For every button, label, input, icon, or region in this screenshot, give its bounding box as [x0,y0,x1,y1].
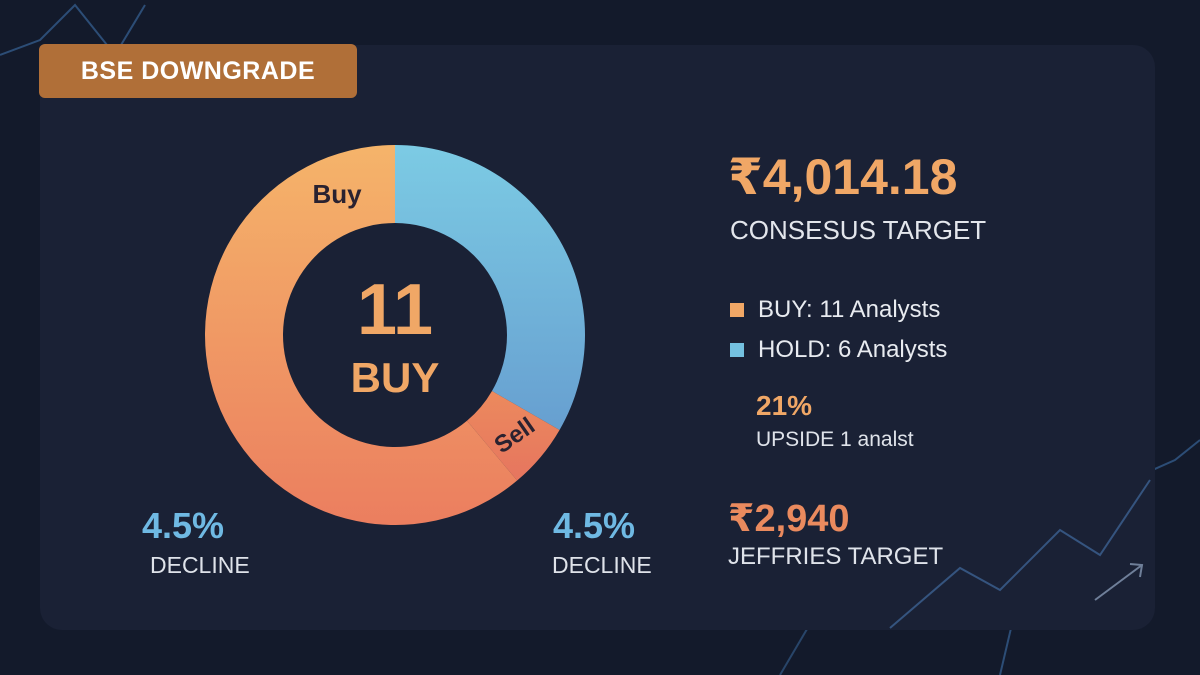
legend-swatch-hold [730,343,744,357]
donut-slice-hold [395,145,585,430]
consensus-target-value: ₹4,014.18 [728,149,958,205]
donut-center-value: 11 [356,270,434,350]
upside-label: UPSIDE 1 analst [756,428,914,451]
donut-svg: Buy Sell [205,145,585,525]
legend-buy: BUY: 11 Analysts [730,296,940,324]
donut-chart: Buy Sell [205,145,585,530]
consensus-target-label: CONSESUS TARGET [730,215,987,245]
donut-slice-buy [205,145,518,525]
decline-stat-1-label: DECLINE [150,552,250,578]
decline-stat-2-label: DECLINE [552,552,652,578]
donut-center-label: BUY [350,354,440,401]
badge-bse-downgrade: BSE DOWNGRADE [39,44,357,98]
upside-value: 21% [756,390,813,421]
jefferies-target-label: JEFFRIES TARGET [728,543,944,570]
slice-label-buy: Buy [312,179,362,209]
legend-hold-text: 6 Analysts [831,336,948,363]
decline-stat-2-value: 4.5% [553,505,636,546]
legend-swatch-buy [730,303,744,317]
legend-hold: HOLD: 6 Analysts [730,336,947,364]
badge-label: BSE DOWNGRADE [80,56,316,85]
decline-stat-1-value: 4.5% [142,505,225,546]
legend-buy-key: BUY: [758,296,813,323]
jefferies-target-value: ₹2,940 [728,498,850,540]
legend-hold-key: HOLD: [758,336,832,363]
donut-slice-sell [466,391,560,481]
legend-buy-text: 11 Analysts [812,296,941,323]
